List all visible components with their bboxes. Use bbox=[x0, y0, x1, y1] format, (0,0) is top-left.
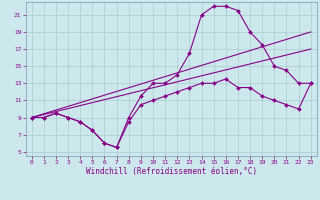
X-axis label: Windchill (Refroidissement éolien,°C): Windchill (Refroidissement éolien,°C) bbox=[86, 167, 257, 176]
